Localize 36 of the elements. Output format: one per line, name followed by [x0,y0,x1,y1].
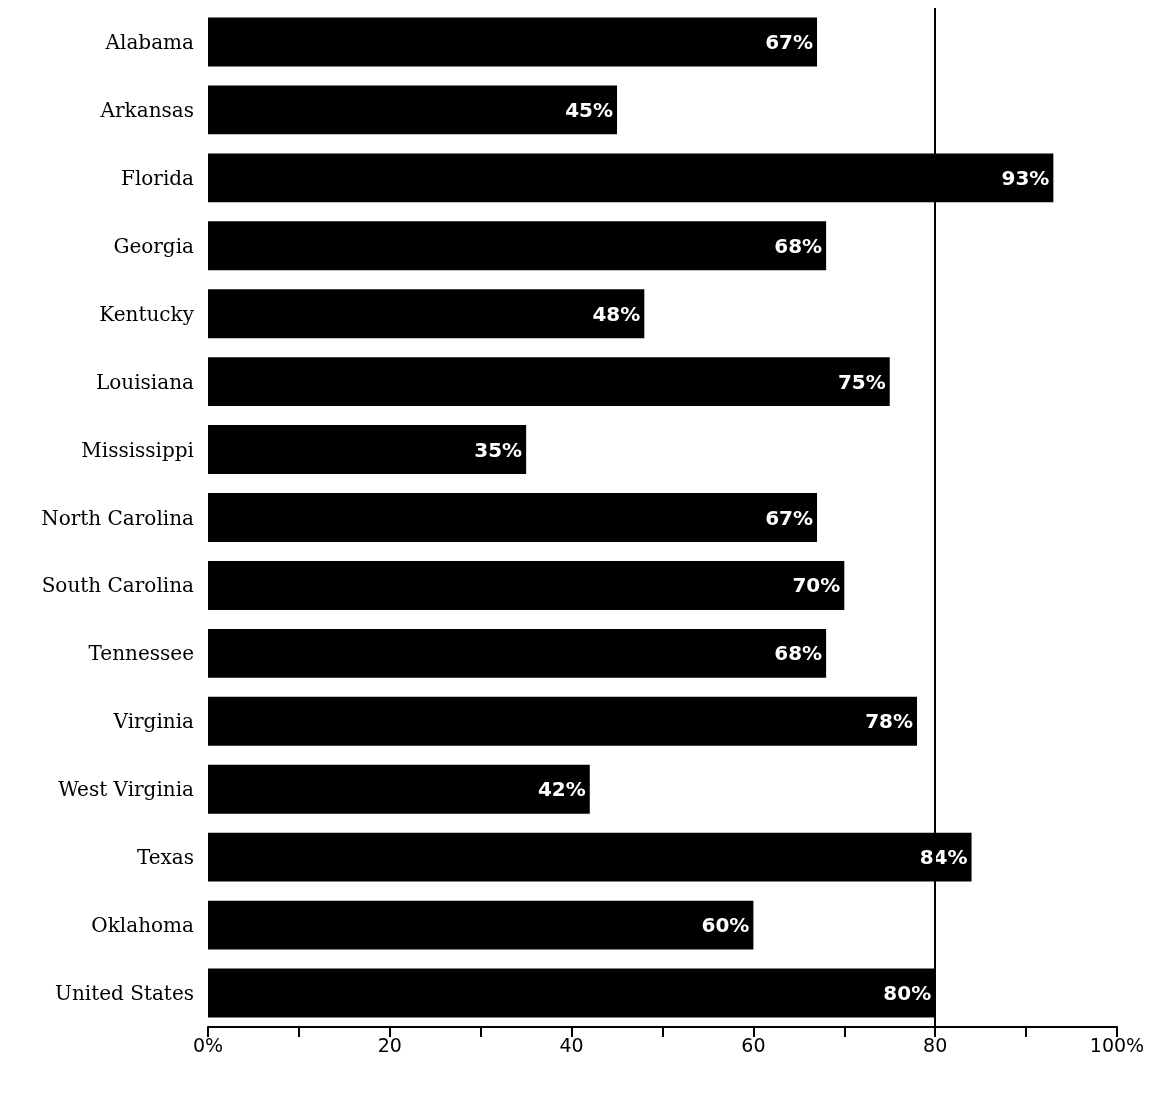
data-label: 68% [774,641,823,666]
y-tick-label: Arkansas [99,97,194,122]
data-label: 78% [865,709,914,734]
data-label: 84% [919,845,968,870]
x-tick-label: 100% [1089,1033,1145,1056]
y-tick-label: Tennessee [88,641,194,666]
y-tick-label: Florida [121,165,195,190]
y-tick-label: Texas [136,845,194,870]
y-tick-label: Oklahoma [91,913,195,938]
data-label: 35% [474,437,523,462]
y-tick-label: West Virginia [58,777,195,802]
data-label: 93% [1001,165,1050,190]
data-label: 60% [701,913,750,938]
data-label: 67% [765,505,814,530]
y-tick-label: United States [55,981,194,1006]
data-label: 68% [774,233,823,258]
x-tick-label: 80 [923,1033,948,1056]
y-tick-label: North Carolina [41,505,195,530]
y-tick-label: Louisiana [96,369,195,394]
y-tick-label: Georgia [113,233,195,258]
data-label: 42% [537,777,586,802]
data-label: 80% [883,981,932,1006]
y-tick-label: Kentucky [99,301,195,326]
x-tick-label: 60 [741,1033,766,1056]
y-tick-label: South Carolina [41,573,195,598]
data-label: 70% [792,573,841,598]
y-tick-label: Alabama [104,29,195,54]
y-tick-label: Mississippi [81,437,194,462]
data-label: 48% [592,301,641,326]
data-label: 45% [565,97,614,122]
x-tick-label: 40 [559,1033,584,1056]
data-label: 75% [837,369,886,394]
data-label: 67% [765,29,814,54]
x-tick-label: 0% [192,1033,224,1056]
x-tick-label: 20 [377,1033,402,1056]
y-tick-label: Virginia [112,709,195,734]
